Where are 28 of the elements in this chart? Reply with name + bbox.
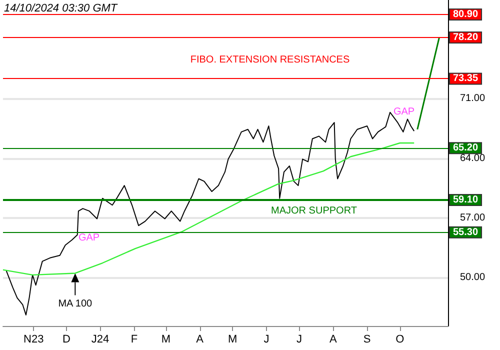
ref-line-label: 73.35 [453,73,478,84]
annotation: GAP [393,106,415,118]
ref-line-label: 78.20 [453,32,478,43]
x-tick-label: A [330,334,338,346]
ref-line-label: 65.20 [453,142,478,154]
x-tick-label: J [296,334,302,346]
y-tick-label: 71.00 [460,93,486,104]
x-tick-label: A [196,334,204,346]
ref-line-label: 80.90 [453,8,478,20]
x-tick-label: D [62,334,70,346]
y-tick-label: 50.00 [460,272,486,283]
x-tick-label: O [396,334,405,346]
x-tick-label: J24 [91,334,110,346]
annotation: GAP [78,232,100,244]
annotation: MA 100 [58,298,93,310]
ref-line-label: 59.10 [453,194,478,206]
ref-line-label: 55.30 [453,226,478,238]
x-tick-label: S [363,334,371,346]
x-tick-label: J [264,334,270,346]
annotation: MAJOR SUPPORT [271,206,357,216]
x-tick-label: N23 [24,334,44,346]
x-tick-label: M [161,334,170,346]
annotation: FIBO. EXTENSION RESISTANCES [190,54,350,66]
annotation: 14/10/2024 03:30 GMT [4,2,118,14]
x-tick-label: M [228,334,238,346]
x-tick-label: F [130,334,138,346]
y-tick-label: 57.00 [460,212,486,224]
y-tick-label: 64.00 [460,152,486,164]
